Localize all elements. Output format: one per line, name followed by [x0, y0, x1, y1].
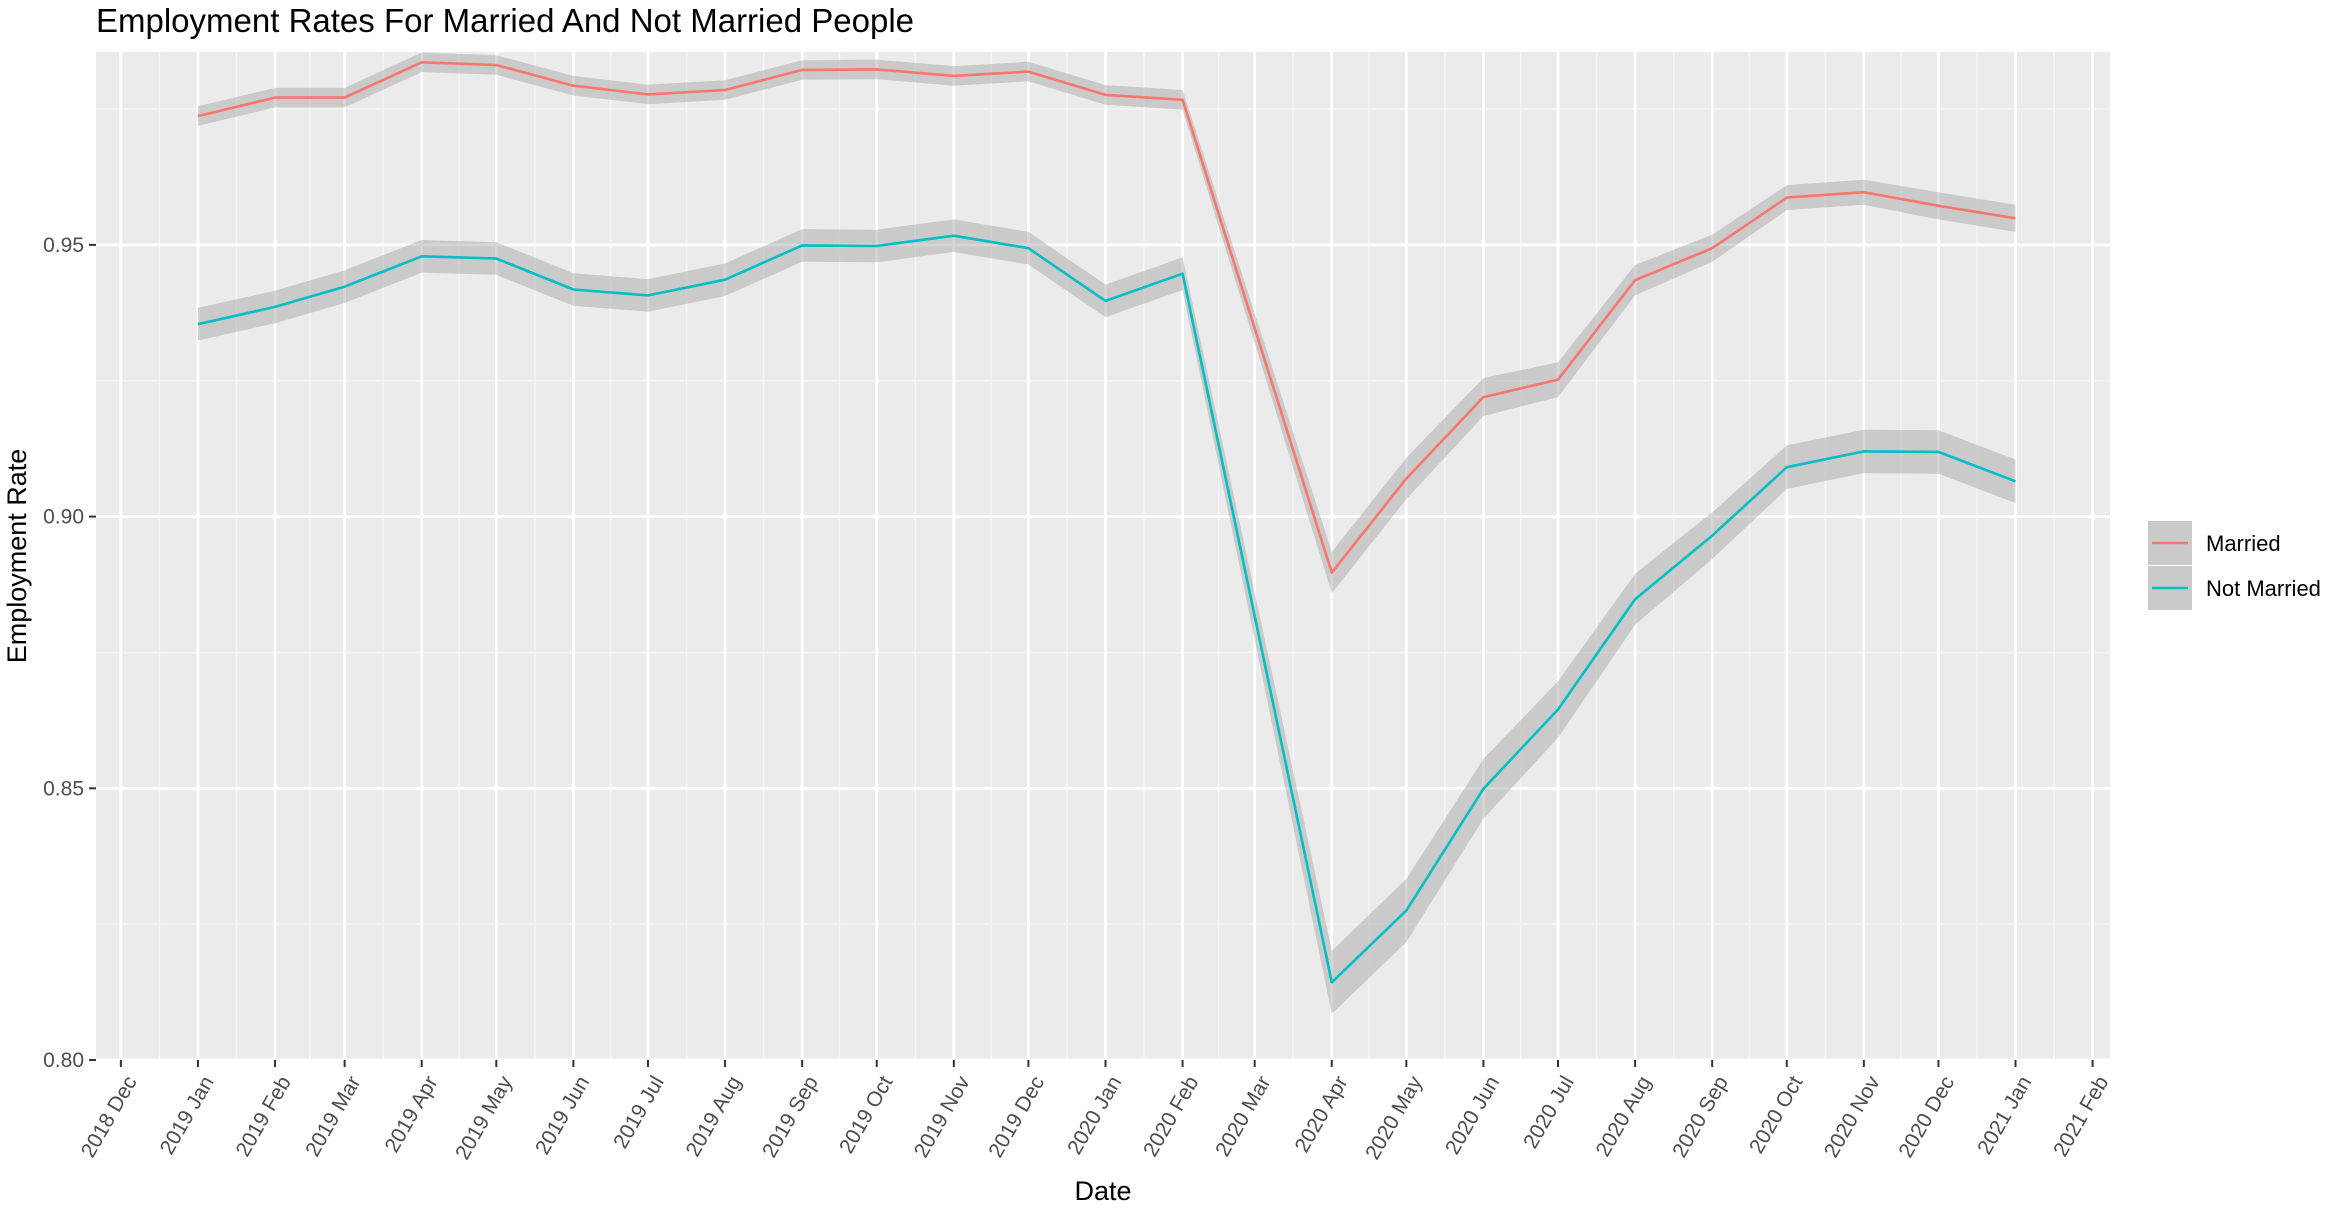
x-tick-label: 2020 Mar	[1211, 1072, 1275, 1160]
plot-background	[96, 52, 2110, 1060]
x-tick-label: 2019 Jul	[609, 1072, 669, 1152]
legend: Married Not Married	[2148, 521, 2321, 610]
series-line-1	[197, 234, 2016, 984]
x-tick-label: 2019 Sep	[758, 1072, 823, 1161]
x-tick-label: 2019 Jun	[531, 1072, 594, 1158]
x-tick-label: 2020 Jan	[1063, 1072, 1126, 1158]
x-tick-label: 2019 Feb	[232, 1072, 296, 1160]
x-tick-label: 2019 Apr	[381, 1072, 443, 1156]
x-tick-label: 2020 Feb	[1139, 1072, 1203, 1160]
grid-minor	[96, 52, 2110, 1060]
x-tick-label: 2019 Nov	[910, 1072, 975, 1162]
series-line-0	[197, 60, 2016, 574]
x-tick-label: 2020 Oct	[1745, 1072, 1808, 1157]
x-tick-label: 2019 Dec	[984, 1072, 1049, 1161]
x-tick-label: 2019 Jan	[156, 1072, 219, 1158]
x-tick-label: 2019 Aug	[682, 1072, 746, 1160]
y-tick-label: 0.85	[43, 777, 84, 800]
x-axis-title: Date	[1074, 1176, 1131, 1206]
x-tick-label: 2019 May	[451, 1072, 517, 1164]
x-tick-label: 2020 Jul	[1519, 1072, 1579, 1152]
x-tick-label: 2021 Jan	[1973, 1072, 2036, 1158]
legend-label: Not Married	[2206, 576, 2321, 601]
y-tick-label: 0.95	[43, 234, 84, 257]
x-axis: 2018 Dec 2019 Jan 2019 Feb 2019 Mar 2019 Apr…	[77, 1060, 2113, 1164]
grid-major	[96, 52, 2110, 1062]
y-axis-title: Employment Rate	[2, 449, 32, 664]
chart-title: Employment Rates For Married And Not Mar…	[96, 2, 914, 39]
x-tick-label: 2020 Aug	[1592, 1072, 1656, 1160]
x-tick-label: 2020 Jun	[1441, 1072, 1504, 1158]
x-tick-label: 2021 Feb	[2049, 1072, 2113, 1160]
x-tick-label: 2020 Nov	[1820, 1072, 1885, 1162]
y-tick-label: 0.80	[43, 1049, 84, 1072]
x-tick-label: 2020 Apr	[1291, 1072, 1353, 1156]
x-tick-label: 2019 Oct	[835, 1072, 898, 1157]
x-tick-label: 2018 Dec	[77, 1072, 142, 1161]
x-tick-label: 2019 Mar	[301, 1072, 365, 1160]
x-tick-label: 2020 Dec	[1894, 1072, 1959, 1161]
series-lines	[197, 60, 2016, 984]
x-tick-label: 2020 Sep	[1668, 1072, 1733, 1161]
x-tick-label: 2020 May	[1361, 1072, 1427, 1164]
legend-label: Married	[2206, 531, 2281, 556]
y-tick-label: 0.90	[43, 506, 84, 529]
y-axis: 0.80 0.85 0.90 0.95	[43, 234, 96, 1072]
